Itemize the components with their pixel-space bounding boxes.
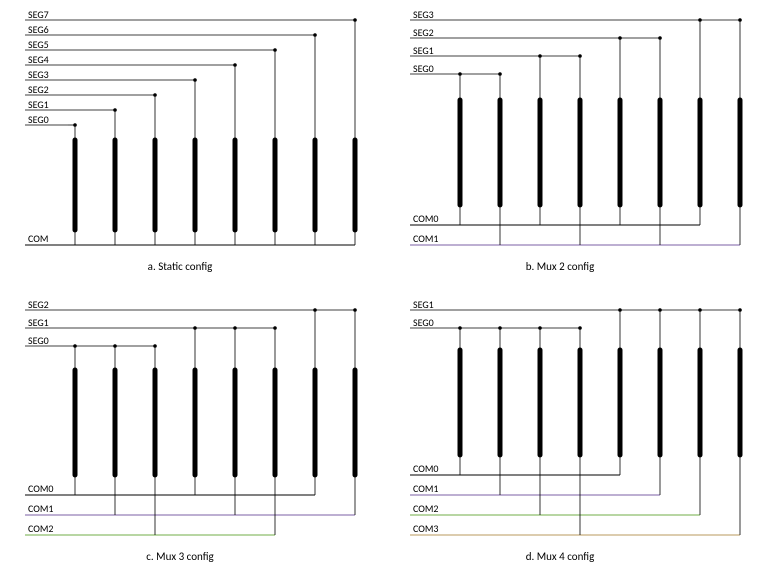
com-label: COM0: [28, 482, 53, 495]
junction-dot: [538, 54, 542, 58]
junction-dot: [658, 308, 662, 312]
com-label: COM: [28, 232, 48, 245]
panel-caption: c. Mux 3 config: [146, 550, 214, 563]
junction-dot: [353, 308, 357, 312]
junction-dot: [73, 123, 77, 127]
junction-dot: [498, 326, 502, 330]
junction-dot: [153, 344, 157, 348]
junction-dot: [273, 48, 277, 52]
seg-label: SEG1: [413, 298, 434, 311]
com-label: COM0: [413, 462, 438, 475]
junction-dot: [618, 308, 622, 312]
seg-label: SEG1: [413, 44, 434, 57]
junction-dot: [578, 326, 582, 330]
junction-dot: [698, 308, 702, 312]
panel-caption: a. Static config: [148, 260, 213, 273]
junction-dot: [193, 326, 197, 330]
junction-dot: [658, 36, 662, 40]
seg-label: SEG2: [413, 26, 434, 39]
panel-d: SEG1 SEG0 COM0 COM1 COM2 COM3: [410, 298, 742, 535]
seg-label: SEG3: [413, 8, 434, 21]
junction-dot: [113, 344, 117, 348]
com-label: COM1: [413, 232, 438, 245]
junction-dot: [273, 326, 277, 330]
seg-label: SEG0: [28, 113, 49, 126]
diagram-root: SEG7 SEG6 SEG5 SEG4 SEG3 SEG2 SEG1 SEG0 COM a. St…: [0, 0, 770, 578]
seg-label: SEG2: [28, 298, 49, 311]
panel-b: SEG3 SEG2 SEG1 SEG0 COM0 COM1: [410, 8, 742, 245]
seg-label: SEG7: [28, 8, 49, 21]
panel-a: SEG7 SEG6 SEG5 SEG4 SEG3 SEG2 SEG1 SEG0 COM: [25, 8, 357, 245]
junction-dot: [233, 326, 237, 330]
panel-caption: d. Mux 4 config: [526, 550, 595, 563]
junction-dot: [538, 326, 542, 330]
junction-dot: [498, 72, 502, 76]
seg-label: SEG1: [28, 316, 49, 329]
seg-label: SEG0: [413, 316, 434, 329]
seg-label: SEG4: [28, 53, 49, 66]
com-label: COM1: [28, 502, 53, 515]
com-label: COM0: [413, 212, 438, 225]
junction-dot: [313, 308, 317, 312]
junction-dot: [313, 33, 317, 37]
seg-label: SEG2: [28, 83, 49, 96]
junction-dot: [698, 18, 702, 22]
com-label: COM3: [413, 522, 438, 535]
seg-label: SEG6: [28, 23, 49, 36]
junction-dot: [458, 326, 462, 330]
seg-label: SEG0: [28, 334, 49, 347]
seg-label: SEG5: [28, 38, 49, 51]
com-label: COM2: [28, 522, 53, 535]
panel-caption: b. Mux 2 config: [526, 260, 595, 273]
junction-dot: [73, 344, 77, 348]
junction-dot: [153, 93, 157, 97]
junction-dot: [618, 36, 622, 40]
junction-dot: [113, 108, 117, 112]
seg-label: SEG3: [28, 68, 49, 81]
seg-label: SEG1: [28, 98, 49, 111]
com-label: COM2: [413, 502, 438, 515]
com-label: COM1: [413, 482, 438, 495]
junction-dot: [233, 63, 237, 67]
junction-dot: [738, 18, 742, 22]
seg-label: SEG0: [413, 62, 434, 75]
junction-dot: [738, 308, 742, 312]
junction-dot: [353, 18, 357, 22]
junction-dot: [578, 54, 582, 58]
junction-dot: [458, 72, 462, 76]
junction-dot: [193, 78, 197, 82]
panel-c: SEG2 SEG1 SEG0 COM0 COM1 COM2: [25, 298, 357, 535]
